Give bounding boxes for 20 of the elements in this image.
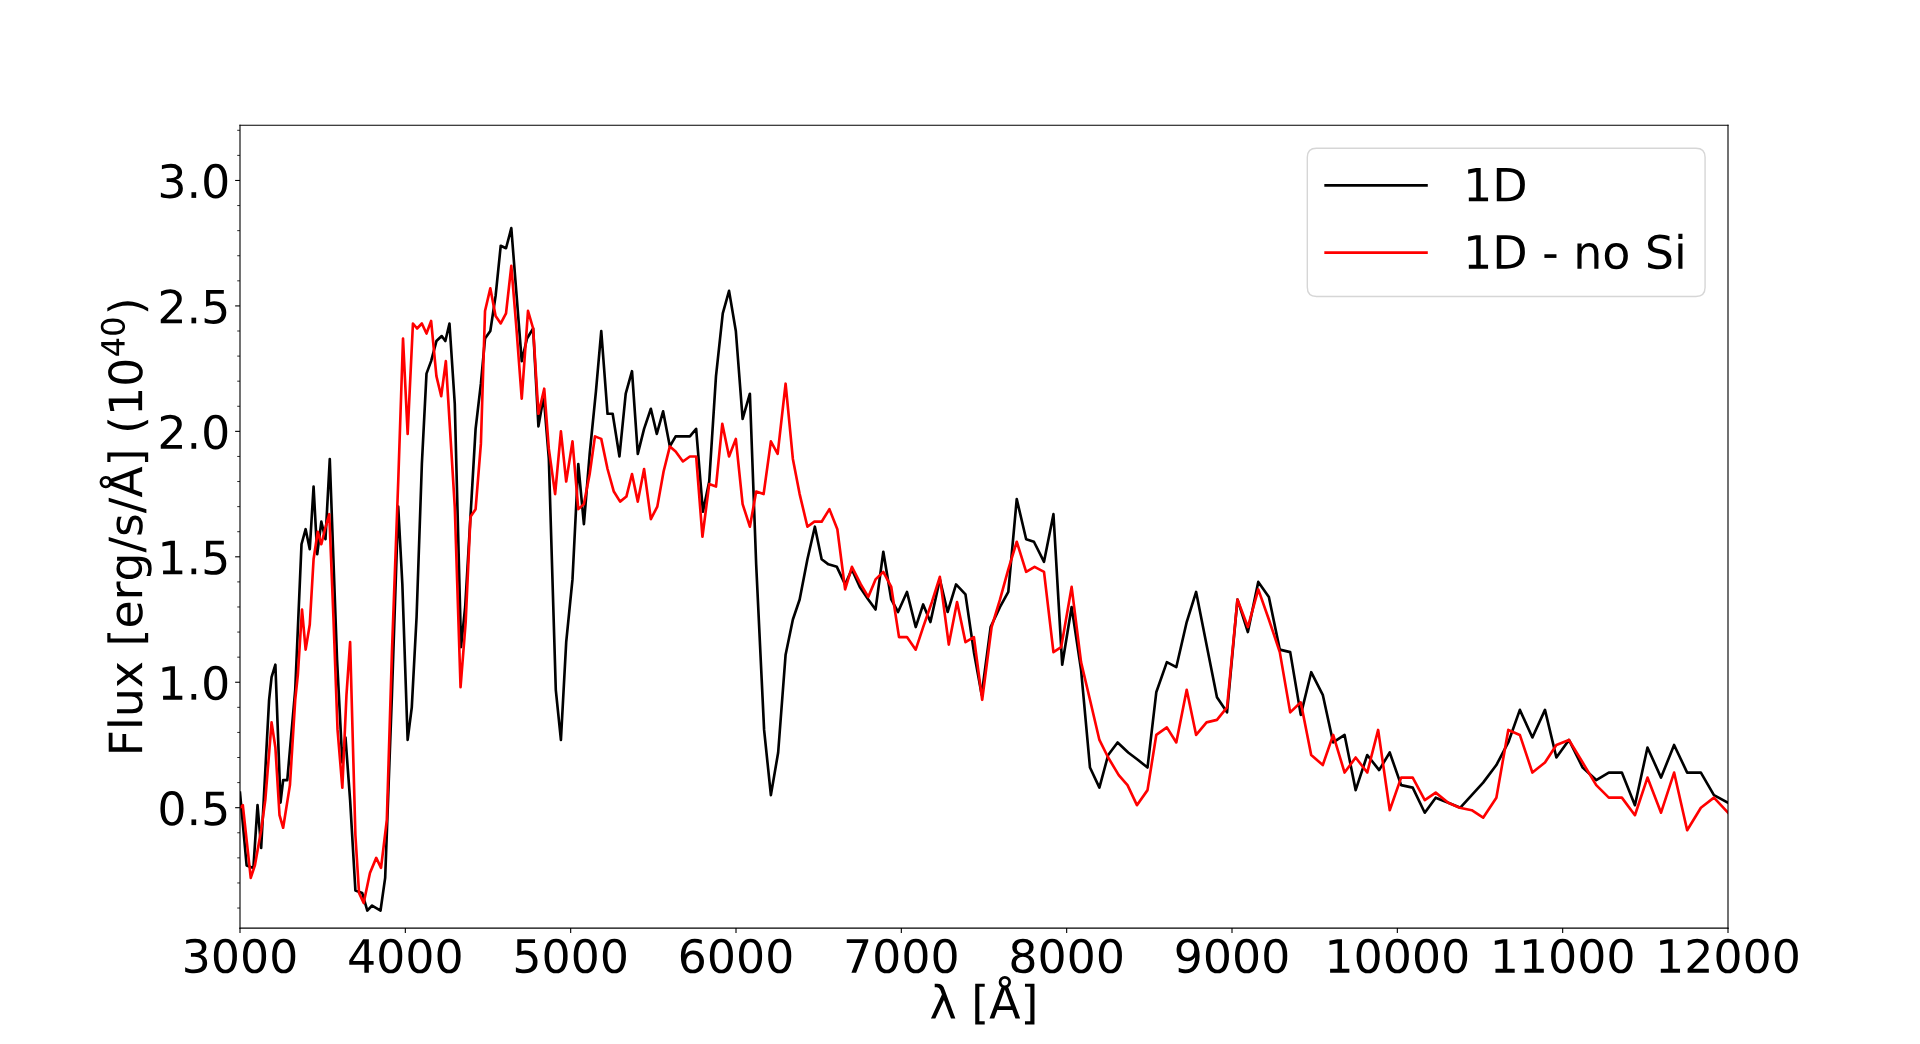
x-tick-label: 10000 bbox=[1329, 938, 1468, 974]
x-tick-label: 6000 bbox=[680, 938, 792, 974]
y-tick-label: 1.0 bbox=[162, 665, 228, 701]
x-tick-label: 7000 bbox=[846, 938, 957, 974]
x-tick-label: 12000 bbox=[1660, 938, 1798, 974]
x-tick-label: 8000 bbox=[1011, 938, 1122, 974]
x-axis-title: λ [Å] bbox=[930, 975, 1035, 1025]
y-tick-label: 0.5 bbox=[160, 791, 227, 826]
y-axis-title: Flux [erg/s/Å] (10$^{40}$) bbox=[99, 301, 152, 752]
x-tick-label: 11000 bbox=[1494, 938, 1633, 974]
y-tick-label: 3.0 bbox=[160, 163, 228, 199]
x-tick-label: 5000 bbox=[515, 938, 626, 974]
y-tick-label: 2.5 bbox=[160, 289, 227, 324]
x-tick-label: 4000 bbox=[349, 938, 461, 974]
legend-label: 1D bbox=[1468, 167, 1525, 202]
y-tick-label: 2.0 bbox=[160, 414, 228, 450]
x-tick-label: 3000 bbox=[185, 938, 296, 974]
x-tick-label: 9000 bbox=[1176, 938, 1288, 974]
legend-label: 1D - no Si bbox=[1468, 233, 1683, 270]
y-tick-label: 1.5 bbox=[162, 540, 227, 575]
